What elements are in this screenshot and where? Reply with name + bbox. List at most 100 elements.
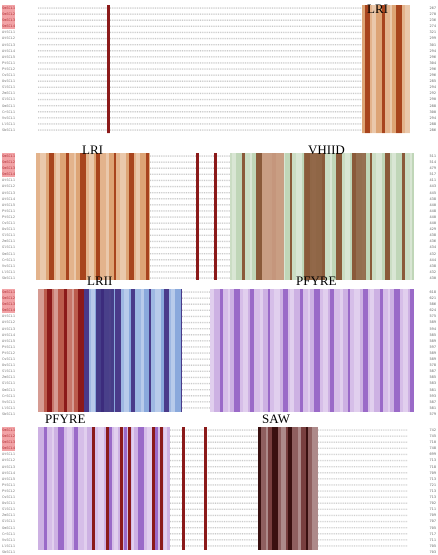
alignment-column bbox=[328, 289, 330, 412]
list-item: AtSCL1 bbox=[2, 178, 15, 183]
list-item: SmSCL1 bbox=[2, 289, 15, 296]
list-item: SbSCL1 bbox=[2, 411, 15, 416]
alignment-column bbox=[129, 289, 131, 412]
alignment-column bbox=[270, 289, 274, 412]
alignment-column bbox=[258, 427, 261, 550]
list-item: 579 bbox=[429, 411, 437, 416]
list-item: PtSCL2 bbox=[2, 214, 15, 219]
alignment-column bbox=[410, 153, 412, 280]
alignment-column bbox=[292, 153, 296, 280]
conserved-column bbox=[196, 153, 199, 280]
list-item: 721 bbox=[429, 482, 437, 487]
conserved-column bbox=[120, 427, 123, 550]
list-item: LlSCL1 bbox=[2, 121, 15, 126]
list-item: SmSCL2 bbox=[2, 433, 15, 440]
list-item: SlSCL1 bbox=[2, 507, 15, 512]
alignment-column bbox=[254, 289, 260, 412]
alignment-panel-1: LRI SmSCL1 SmSCL2 SmSCL3 SmSCL4 AtSCL1 AtSCL2… bbox=[0, 0, 438, 140]
alignment-column bbox=[301, 427, 306, 550]
list-item: AtSCL1 bbox=[2, 452, 15, 457]
alignment-column bbox=[96, 153, 100, 280]
position-column: 267 270 236 274 321 299 301 294 296 304 296 296 285 2… bbox=[416, 5, 437, 133]
alignment-column bbox=[240, 289, 243, 412]
alignment-column bbox=[400, 289, 403, 412]
conserved-column bbox=[160, 427, 163, 550]
list-item: AtSCL5 bbox=[2, 54, 15, 59]
list-item: SmSCL3 bbox=[2, 17, 15, 24]
list-item: 705 bbox=[429, 543, 437, 548]
list-item: CsSCL1 bbox=[2, 73, 15, 78]
list-item: AtSCL4 bbox=[2, 332, 15, 337]
alignment-column bbox=[302, 153, 305, 280]
list-item: 429 bbox=[429, 227, 437, 232]
alignment-column bbox=[286, 427, 288, 550]
domain-label-pfyre: PFYRE bbox=[45, 411, 86, 426]
alignment-column bbox=[245, 153, 250, 280]
alignment-column bbox=[74, 427, 78, 550]
alignment-column bbox=[124, 427, 127, 550]
alignment-column bbox=[260, 289, 263, 412]
alignment-column bbox=[360, 289, 363, 412]
alignment-column bbox=[243, 289, 248, 412]
alignment-column bbox=[72, 289, 74, 412]
alignment-column bbox=[124, 289, 129, 412]
list-item: 440 bbox=[429, 202, 437, 207]
alignment-column bbox=[40, 153, 46, 280]
alignment-column bbox=[390, 153, 392, 280]
alignment-column bbox=[261, 427, 266, 550]
alignment-column bbox=[236, 153, 242, 280]
list-item: 718 bbox=[429, 464, 437, 469]
list-item: SmSCL3 bbox=[2, 165, 15, 172]
list-item: VvSCL1 bbox=[2, 399, 15, 404]
list-item: GlSCL1 bbox=[2, 381, 15, 386]
alignment-column bbox=[285, 153, 290, 280]
alignment-column bbox=[410, 289, 414, 412]
list-item: AtSCL1 bbox=[2, 314, 15, 319]
alignment-column bbox=[352, 153, 366, 280]
conserved-column bbox=[107, 5, 110, 134]
list-item: AtSCL5 bbox=[2, 338, 15, 343]
alignment-column bbox=[405, 153, 410, 280]
list-item: SmSCL4 bbox=[2, 307, 15, 314]
alignment-column bbox=[91, 289, 95, 412]
list-item: GmSCL1 bbox=[2, 525, 15, 530]
list-item: 748 bbox=[429, 446, 437, 451]
alignment-column bbox=[67, 427, 72, 550]
alignment-column bbox=[383, 289, 388, 412]
alignment-column bbox=[234, 289, 240, 412]
alignment-column bbox=[362, 5, 365, 134]
alignment-column bbox=[288, 289, 290, 412]
list-item: SmSCL1 bbox=[2, 5, 15, 12]
list-item: 594 bbox=[429, 326, 437, 331]
alignment-column bbox=[94, 427, 98, 550]
list-item: PtSCL2 bbox=[2, 488, 15, 493]
list-item: 711 bbox=[429, 507, 437, 512]
list-item: CsSCL1 bbox=[2, 357, 15, 362]
list-item: SmSCL4 bbox=[2, 445, 15, 452]
alignment-column bbox=[104, 427, 107, 550]
alignment-column bbox=[89, 153, 94, 280]
alignment-column bbox=[281, 427, 286, 550]
alignment-column bbox=[46, 153, 49, 280]
alignment-column bbox=[300, 289, 303, 412]
list-item: 285 bbox=[429, 79, 437, 84]
position-column: 742 745 710 748 699 713 718 709 713 721 713 713 702 7… bbox=[416, 427, 437, 555]
list-item: CrSCL1 bbox=[2, 109, 15, 114]
domain-label-pfyre: PFYRE bbox=[296, 273, 337, 288]
list-item: 713 bbox=[429, 476, 437, 481]
alignment-column bbox=[78, 289, 84, 412]
list-item: CsSCL1 bbox=[2, 221, 15, 226]
alignment-column bbox=[106, 153, 109, 280]
list-item: SmSCL1 bbox=[2, 427, 15, 434]
list-item: 267 bbox=[429, 6, 437, 10]
alignment-column bbox=[116, 153, 120, 280]
alignment-column bbox=[214, 289, 220, 412]
alignment-column bbox=[49, 153, 54, 280]
list-item: 578 bbox=[429, 363, 437, 368]
alignment-column bbox=[390, 289, 394, 412]
domain-label-saw: SAW bbox=[262, 411, 290, 426]
alignment-column bbox=[223, 289, 228, 412]
alignment-column bbox=[112, 427, 114, 550]
alignment-panel-2: LRI VHIID SmSCL1 SmSCL2 SmSCL3 SmSCL4 AtSCL1… bbox=[0, 140, 438, 280]
list-item: SlSCL1 bbox=[2, 233, 15, 238]
